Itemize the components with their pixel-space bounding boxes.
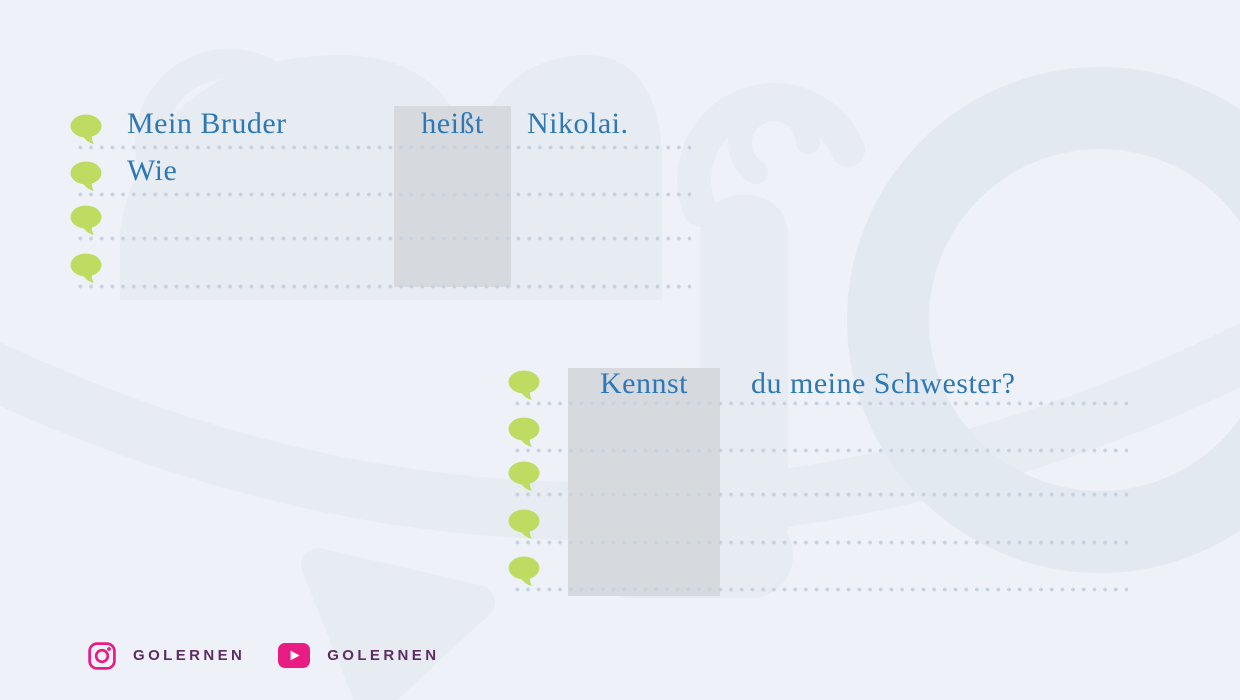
dotted-writing-line: [75, 284, 691, 289]
speech-bubble-icon: [508, 417, 540, 447]
speech-bubble-icon: [508, 509, 540, 539]
dotted-writing-line: [512, 492, 1128, 497]
answer-column-block2: [568, 368, 720, 596]
dotted-writing-line: [512, 587, 1128, 592]
youtube-handle[interactable]: GOLERNEN: [327, 647, 440, 664]
dotted-writing-line: [512, 540, 1128, 545]
dotted-writing-line: [512, 448, 1128, 453]
dotted-writing-line: [75, 236, 691, 241]
answer-word: heißt: [421, 107, 484, 140]
speech-bubble-icon: [70, 205, 102, 235]
instagram-handle[interactable]: GOLERNEN: [133, 647, 246, 664]
speech-bubble-icon: [70, 114, 102, 144]
instagram-icon[interactable]: [88, 641, 116, 670]
dotted-writing-line: [512, 401, 1128, 406]
sentence-text: Wie: [127, 154, 178, 187]
social-footer: GOLERNEN GOLERNEN: [88, 640, 439, 671]
speech-bubble-icon: [70, 253, 102, 283]
speech-bubble-icon: [508, 370, 540, 400]
speech-bubble-icon: [70, 161, 102, 191]
answer-word: Kennst: [600, 367, 688, 400]
sentence-text: du meine Schwester?: [751, 367, 1016, 400]
dotted-writing-line: [75, 145, 691, 150]
youtube-icon[interactable]: [278, 643, 311, 668]
dotted-writing-line: [75, 192, 691, 197]
speech-bubble-icon: [508, 556, 540, 586]
sentence-text: Nikolai.: [527, 107, 629, 140]
sentence-text: Mein Bruder: [127, 107, 287, 140]
speech-bubble-icon: [508, 461, 540, 491]
